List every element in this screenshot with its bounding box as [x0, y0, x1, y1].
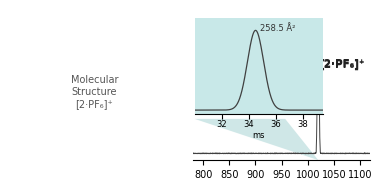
- Text: Molecular
Structure
[2·PF₆]⁺: Molecular Structure [2·PF₆]⁺: [71, 75, 118, 109]
- Polygon shape: [195, 119, 318, 160]
- Text: 258.5 Å²: 258.5 Å²: [260, 24, 295, 33]
- X-axis label: ms: ms: [253, 131, 265, 140]
- Text: [2·PF₆]⁺: [2·PF₆]⁺: [319, 59, 364, 69]
- Text: [2·PF₆]⁺: [2·PF₆]⁺: [319, 60, 364, 70]
